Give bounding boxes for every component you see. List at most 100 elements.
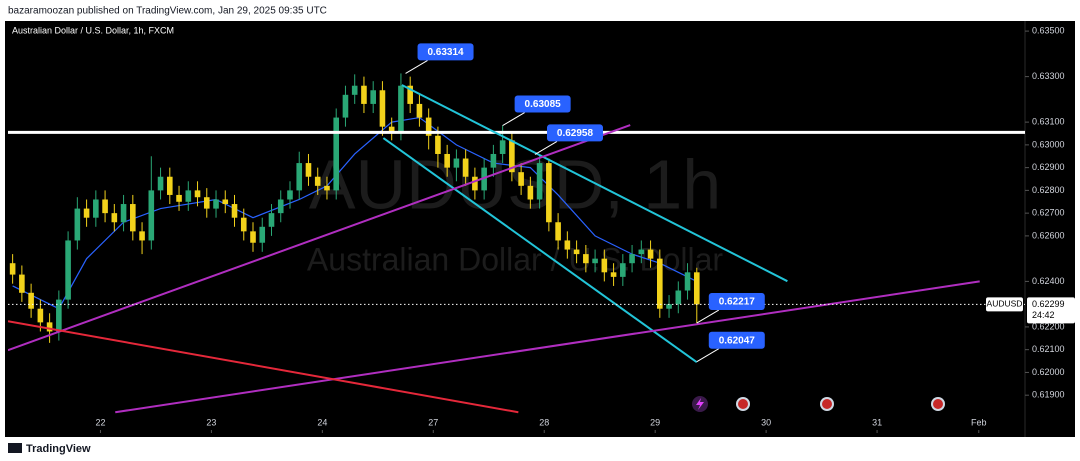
- candle-body: [213, 199, 219, 209]
- flag-icon: [738, 399, 748, 409]
- footer: TradingView: [26, 443, 91, 455]
- x-tick-label: 23: [206, 417, 216, 427]
- callout-label: 0.62958: [557, 128, 594, 139]
- candle-body: [583, 254, 589, 264]
- header: bazaramoozan published on TradingView.co…: [8, 6, 327, 17]
- candle-body: [342, 94, 349, 118]
- y-tick-label: 0.62400: [1032, 276, 1065, 286]
- candle-body: [610, 272, 617, 277]
- candle-body: [472, 176, 478, 191]
- candle-body: [444, 153, 450, 168]
- candle-body: [231, 204, 238, 218]
- candle-body: [37, 308, 44, 323]
- moving-average: [12, 116, 698, 310]
- candle-body: [296, 163, 303, 191]
- candle-body: [19, 274, 25, 293]
- candle-body: [398, 85, 404, 132]
- candle-body: [268, 213, 275, 227]
- candle-body: [203, 197, 210, 209]
- y-tick-label: 0.63000: [1032, 139, 1065, 149]
- y-tick-label: 0.62800: [1032, 185, 1065, 195]
- watermark: AUDUSD, 1h: [309, 145, 721, 223]
- candle-body: [601, 258, 608, 273]
- x-tick-label: 28: [539, 417, 549, 427]
- callout-pointer: [696, 348, 720, 363]
- candle-body: [555, 222, 561, 241]
- candle-body: [351, 85, 358, 95]
- candle-body: [28, 292, 34, 309]
- candle-body: [453, 158, 460, 168]
- logo: [8, 443, 22, 453]
- callout-label: 0.63314: [427, 47, 464, 58]
- candle-body: [370, 90, 376, 104]
- candle-body: [148, 190, 155, 241]
- candle-body: [527, 185, 534, 200]
- callout-box: [546, 124, 603, 142]
- candle-body: [592, 258, 598, 264]
- candle-body: [564, 240, 571, 250]
- callout-label: 0.62217: [719, 297, 756, 308]
- price-tag: [1027, 297, 1075, 324]
- callout-label: 0.63085: [525, 99, 562, 110]
- y-tick-label: 0.63100: [1032, 116, 1065, 126]
- candle-body: [93, 199, 99, 218]
- x-tick-label: 27: [428, 417, 438, 427]
- event-icon: [696, 398, 704, 410]
- candle-body: [361, 85, 367, 104]
- candle-body: [693, 272, 700, 305]
- trend-line: [8, 124, 631, 352]
- x-tick-label: 24: [317, 417, 327, 427]
- candle-body: [647, 249, 654, 259]
- trend-line: [115, 280, 980, 414]
- candle-body: [425, 117, 432, 136]
- candle-body: [240, 217, 247, 232]
- x-tick-label: Feb: [971, 417, 987, 427]
- y-tick-label: 0.62200: [1032, 321, 1065, 331]
- candle-body: [536, 163, 543, 200]
- symbol-tag-label: AUDUSD: [987, 299, 1023, 309]
- candle-body: [111, 213, 118, 223]
- y-tick-label: 0.62100: [1032, 344, 1065, 354]
- symbol-tag: [986, 297, 1023, 312]
- candle-body: [46, 322, 53, 332]
- y-tick-label: 0.63500: [1032, 25, 1065, 35]
- candle-body: [546, 163, 552, 223]
- plot: [8, 73, 1025, 414]
- candle-body: [9, 263, 16, 275]
- candle-body: [684, 272, 691, 291]
- callout-pointer: [696, 309, 720, 324]
- callout-pointer: [502, 112, 525, 126]
- y-tick-label: 0.62900: [1032, 162, 1065, 172]
- candle-body: [666, 304, 672, 309]
- candle-body: [435, 135, 441, 154]
- price-tag-label: 0.62299: [1032, 299, 1065, 309]
- candle-body: [74, 208, 81, 241]
- watermark: Australian Dollar / U.S. Dollar: [307, 241, 723, 277]
- candle-body: [314, 176, 321, 186]
- flag-icon: [822, 399, 832, 409]
- candle-body: [573, 249, 580, 255]
- x-tick-label: 31: [872, 417, 882, 427]
- candle-body: [130, 204, 136, 232]
- x-tick-label: 22: [95, 417, 105, 427]
- x-tick-label: 30: [761, 417, 771, 427]
- flag-icon: [933, 399, 943, 409]
- y-tick-label: 0.61900: [1032, 390, 1065, 400]
- candle-body: [499, 140, 506, 154]
- countdown-label: 24:42: [1032, 310, 1055, 320]
- candle-body: [120, 204, 127, 223]
- callout-label: 0.62047: [719, 335, 756, 346]
- candle-body: [481, 167, 487, 191]
- y-tick-label: 0.63300: [1032, 71, 1065, 81]
- trend-line: [8, 320, 519, 414]
- callout-box: [417, 43, 474, 61]
- callout-pointer: [534, 141, 558, 155]
- candle-body: [416, 103, 423, 118]
- candle-body: [277, 199, 284, 214]
- callout-box: [708, 331, 765, 349]
- trend-line: [401, 84, 788, 283]
- chart-title: Australian Dollar / U.S. Dollar, 1h, FXC…: [12, 25, 174, 35]
- candle-body: [518, 172, 524, 186]
- candle-body: [324, 185, 330, 191]
- candle-body: [509, 140, 515, 173]
